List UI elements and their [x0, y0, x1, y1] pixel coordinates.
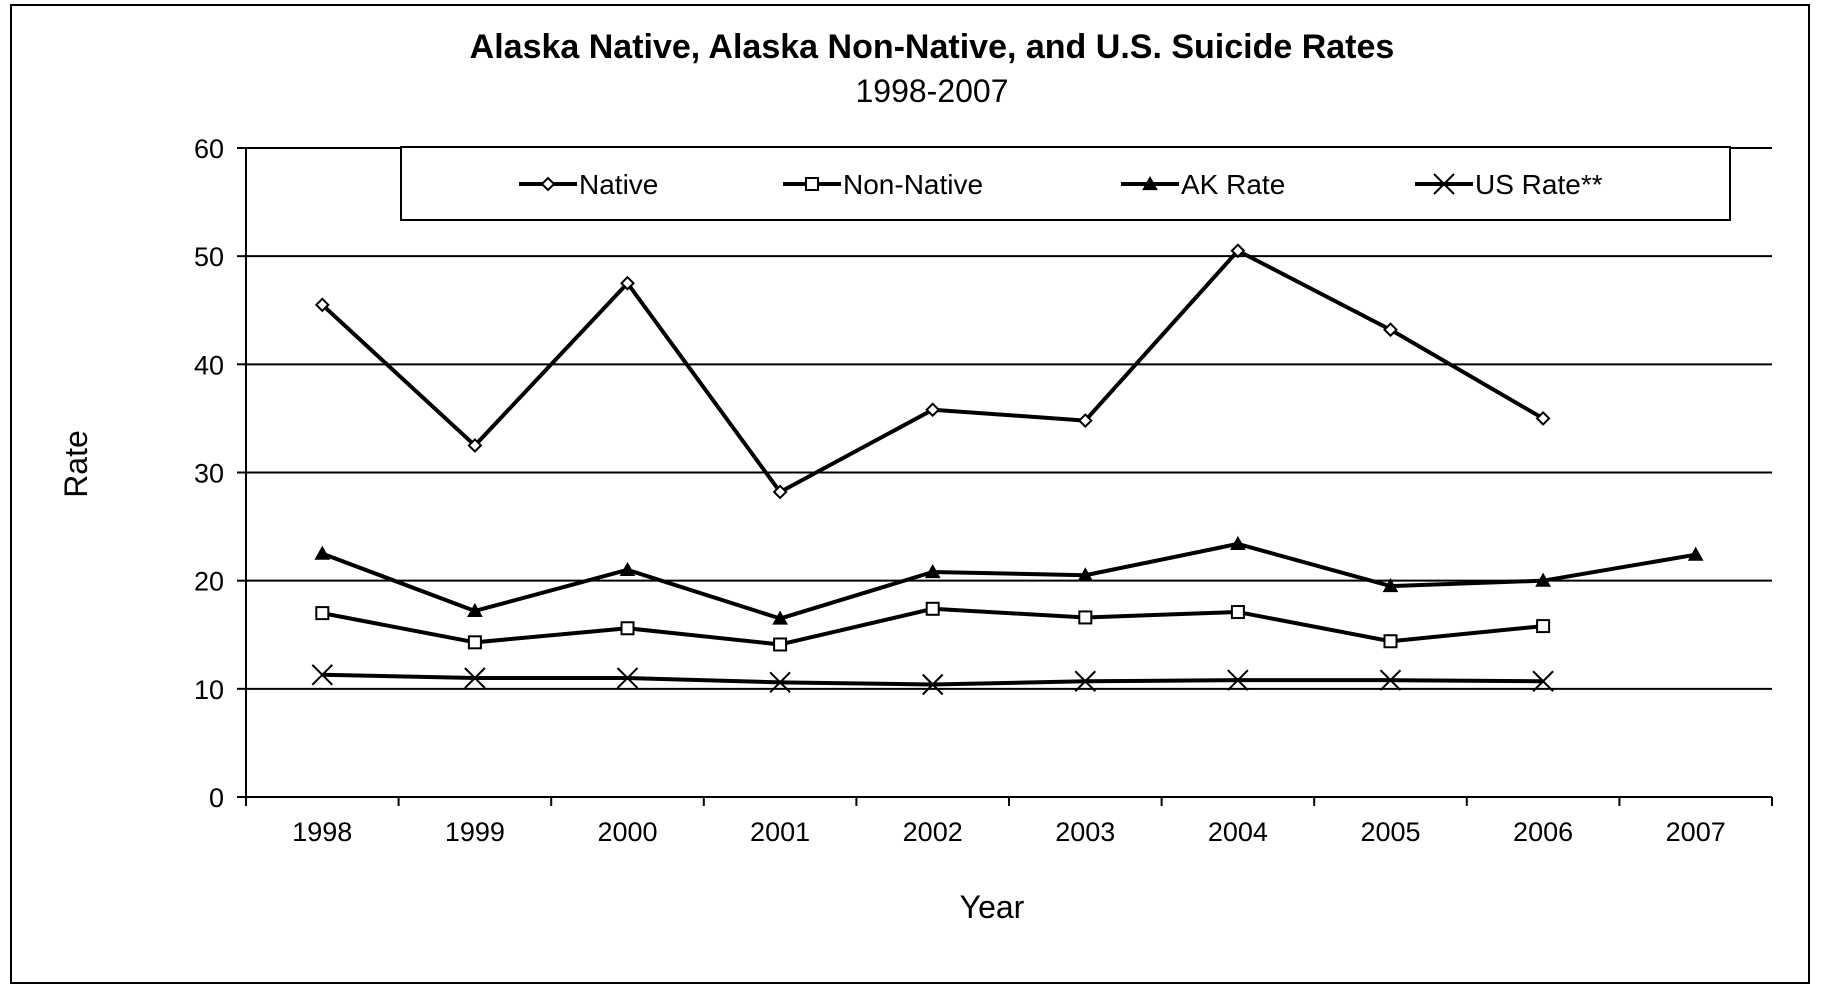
legend-entry: US Rate**	[1415, 169, 1603, 200]
y-axis-title: Rate	[58, 430, 94, 498]
legend-label: Non-Native	[843, 169, 983, 200]
data-point	[1077, 413, 1093, 428]
data-point	[1078, 610, 1093, 625]
data-point	[1535, 411, 1551, 426]
data-point	[1382, 578, 1399, 593]
x-tick-label: 2002	[903, 817, 963, 847]
y-tick-label: 10	[194, 675, 224, 705]
series-1	[315, 601, 1551, 652]
x-tick-label: 2001	[750, 817, 810, 847]
axes: 0 10 20 30 40 50 60 1998 1999 2000 2001 2002 2003 200…	[194, 134, 1773, 847]
y-tick-label: 60	[194, 134, 224, 164]
series-2	[314, 535, 1704, 625]
chart-title: Alaska Native, Alaska Non-Native, and U.…	[470, 28, 1395, 66]
legend-marker	[540, 176, 556, 192]
legend-entry: Non-Native	[783, 169, 983, 200]
x-tick-label: 2000	[597, 817, 657, 847]
series-3	[311, 664, 1554, 696]
data-point	[1383, 634, 1398, 649]
data-point	[1383, 322, 1398, 338]
series-line	[321, 541, 1697, 621]
legend-label: Native	[579, 169, 658, 200]
data-point	[1230, 535, 1246, 550]
data-point	[921, 673, 944, 696]
data-point	[925, 402, 941, 418]
data-point	[314, 297, 330, 313]
y-tick-label: 20	[194, 567, 224, 597]
x-tick-label: 2005	[1360, 817, 1420, 847]
data-point	[1536, 619, 1551, 634]
series-0	[314, 243, 1551, 500]
data-point	[1535, 572, 1551, 587]
data-point	[772, 610, 788, 625]
data-point	[1379, 669, 1402, 691]
x-tick-label: 1999	[445, 817, 505, 847]
legend-box	[400, 146, 1731, 221]
y-tick-label: 40	[194, 350, 224, 380]
data-point	[1074, 670, 1097, 692]
data-point	[620, 275, 635, 291]
data-point	[467, 635, 482, 650]
y-tick-label: 0	[209, 783, 224, 813]
data-point	[464, 667, 486, 689]
y-tick-label: 30	[194, 459, 224, 489]
data-point	[1230, 243, 1246, 259]
x-tick-label: 2007	[1666, 817, 1726, 847]
data-point	[1532, 670, 1554, 692]
chart-frame	[10, 4, 1810, 984]
data-point	[620, 621, 635, 636]
series-lines	[311, 243, 1704, 696]
x-tick-label: 2004	[1208, 817, 1268, 847]
chart-subtitle: 1998-2007	[855, 73, 1008, 109]
legend-marker	[805, 177, 819, 191]
legend-label: US Rate**	[1475, 169, 1603, 200]
legend-marker	[1142, 175, 1158, 191]
data-point	[315, 606, 330, 621]
data-point	[772, 484, 788, 500]
data-point	[311, 664, 334, 686]
legend-marker	[1433, 173, 1455, 195]
data-point	[1687, 546, 1704, 561]
x-axis-title: Year	[960, 889, 1025, 925]
data-point	[467, 438, 483, 453]
legend: Native Non-Native AK Rate US Rate**	[400, 146, 1731, 221]
legend-entry: Native	[519, 169, 658, 200]
data-point	[314, 545, 331, 560]
data-point	[924, 563, 941, 579]
data-point	[1077, 567, 1094, 582]
x-tick-label: 2003	[1055, 817, 1115, 847]
legend-label: AK Rate	[1181, 169, 1285, 200]
series-line	[320, 248, 1545, 494]
series-line	[322, 672, 1544, 687]
y-tick-label: 50	[194, 242, 224, 272]
data-point	[1230, 605, 1245, 620]
data-point	[1227, 669, 1249, 691]
data-point	[619, 561, 636, 576]
data-point	[616, 667, 639, 689]
x-tick-label: 2006	[1513, 817, 1573, 847]
data-point	[925, 601, 940, 616]
data-point	[769, 671, 791, 694]
legend-entry: AK Rate	[1121, 169, 1285, 200]
x-tick-label: 1998	[292, 817, 352, 847]
data-point	[773, 637, 788, 652]
data-point	[467, 602, 483, 618]
